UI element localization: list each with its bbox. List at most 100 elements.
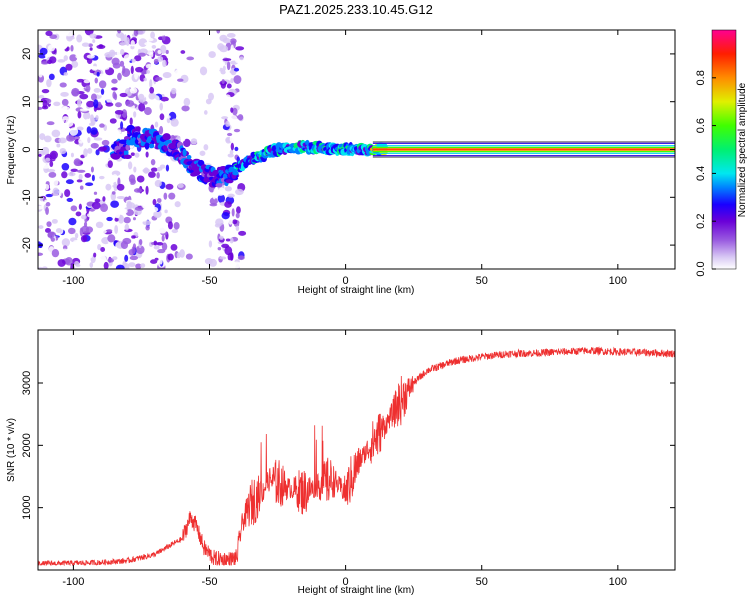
snr-y-tick-label: 3000 bbox=[21, 371, 33, 395]
snr-x-tick-label: -50 bbox=[202, 576, 218, 588]
spectrogram-noise-cell bbox=[112, 174, 118, 180]
spectrogram-noise-cell bbox=[100, 88, 105, 95]
spectrogram-noise-cell bbox=[189, 64, 199, 71]
spectrogram-noise-cell bbox=[55, 228, 63, 234]
spectrogram-noise-cell bbox=[234, 199, 243, 204]
spectrogram-noise-cell bbox=[145, 151, 149, 158]
spectrogram-noise-cell bbox=[69, 54, 78, 62]
snr-y-label: SNR (10 * v/v) bbox=[6, 418, 17, 482]
spectrogram-noise-cell bbox=[177, 183, 184, 189]
spectrogram-noise-cell bbox=[208, 156, 215, 164]
spectrogram-noise-cell bbox=[227, 132, 233, 137]
spectrogram-y-tick-label: 20 bbox=[21, 48, 33, 60]
spectrogram-noise-cell bbox=[224, 94, 231, 100]
spectrogram-noise-cell bbox=[38, 205, 44, 210]
spectrogram-noise-cell bbox=[158, 170, 165, 180]
spectrogram-noise-cell bbox=[84, 251, 93, 259]
spectrogram-noise-cell bbox=[48, 73, 55, 81]
spectrogram-noise-cell bbox=[239, 242, 244, 248]
spectrogram-x-tick-label: 50 bbox=[476, 275, 488, 287]
spectrogram-noise-cell bbox=[51, 115, 58, 121]
spectrogram-noise-cell bbox=[161, 242, 168, 251]
spectrogram-noise-cell bbox=[132, 217, 136, 221]
colorbar-tick-label: 0.2 bbox=[695, 214, 707, 229]
spectrogram-noise-cell bbox=[96, 71, 100, 77]
spectrogram-noise-cell bbox=[155, 76, 163, 81]
spectrogram-noise-cell bbox=[86, 126, 92, 134]
spectrogram-noise-cell bbox=[219, 256, 227, 260]
spectrogram-noise-cell bbox=[150, 159, 156, 166]
spectrogram-noise-cell bbox=[89, 262, 94, 268]
spectrogram-noise-cell bbox=[99, 63, 104, 70]
spectrogram-noise-cell bbox=[170, 244, 178, 251]
spectrogram-noise-cell bbox=[228, 216, 233, 225]
spectrogram-noise-cell bbox=[150, 206, 159, 213]
spectrogram-noise-cell bbox=[221, 243, 230, 249]
spectrogram-noise-cell bbox=[230, 50, 239, 57]
spectrogram-noise-cell bbox=[159, 102, 164, 111]
spectrogram-noise-cell bbox=[93, 252, 97, 258]
spectrogram-noise-cell bbox=[70, 168, 78, 172]
spectrogram-noise-cell bbox=[134, 62, 140, 68]
spectrogram-noise-cell bbox=[105, 94, 113, 104]
spectrogram-noise-cell bbox=[153, 210, 162, 218]
spectrogram-noise-cell bbox=[181, 105, 190, 112]
spectrogram-noise-cell bbox=[221, 211, 230, 220]
spectrogram-noise-cell bbox=[50, 237, 55, 242]
spectrogram-noise-cell bbox=[163, 192, 168, 200]
spectrogram-noise-cell bbox=[47, 44, 56, 52]
spectrogram-noise-cell bbox=[131, 246, 136, 255]
spectrogram-noise-cell bbox=[222, 58, 232, 62]
spectrogram-noise-cell bbox=[62, 116, 69, 121]
spectrogram-noise-cell bbox=[65, 179, 74, 185]
spectrogram-noise-cell bbox=[85, 182, 94, 187]
spectrogram-noise-cell bbox=[105, 102, 114, 107]
spectrogram-ridge-cell bbox=[111, 154, 121, 160]
spectrogram-noise-cell bbox=[197, 200, 203, 209]
spectrogram-noise-cell bbox=[101, 139, 110, 146]
spectrogram-noise-cell bbox=[99, 123, 105, 128]
spectrogram-noise-cell bbox=[117, 72, 122, 81]
spectrogram-noise-cell bbox=[128, 174, 136, 184]
spectrogram-noise-cell bbox=[116, 48, 121, 57]
spectrogram-noise-cell bbox=[77, 111, 82, 119]
spectrogram-noise-cell bbox=[91, 174, 95, 182]
spectrogram-noise-cell bbox=[81, 225, 90, 234]
spectrogram-noise-cell bbox=[96, 44, 106, 49]
spectrogram-noise-cell bbox=[220, 70, 226, 75]
spectrogram-noise-cell bbox=[222, 130, 226, 136]
spectrogram-noise-cell bbox=[39, 47, 48, 56]
spectrogram-noise-cell bbox=[141, 218, 147, 222]
spectrogram-noise-cell bbox=[86, 212, 95, 218]
spectrogram-noise-cell bbox=[145, 225, 150, 231]
spectrogram-noise-cell bbox=[83, 111, 91, 120]
spectrogram-noise-cell bbox=[38, 118, 42, 123]
spectrogram-noise-cell bbox=[130, 152, 135, 157]
spectrogram-noise-cell bbox=[164, 209, 168, 214]
spectrogram-noise-cell bbox=[161, 234, 165, 242]
spectrogram-noise-cell bbox=[133, 166, 137, 173]
spectrogram-noise-cell bbox=[61, 98, 69, 106]
spectrogram-noise-cell bbox=[83, 148, 88, 158]
spectrogram-noise-cell bbox=[148, 92, 156, 100]
spectrogram-noise-cell bbox=[95, 212, 100, 221]
spectrogram-noise-cell bbox=[116, 196, 126, 200]
spectrogram-noise-cell bbox=[122, 65, 126, 74]
spectrogram-carrier-band bbox=[372, 141, 675, 158]
spectrogram-noise-cell bbox=[208, 240, 213, 248]
spectrogram-noise-cell bbox=[138, 52, 146, 57]
spectrogram-noise-cell bbox=[203, 110, 208, 115]
spectrogram-noise-cell bbox=[46, 78, 52, 88]
spectrogram-noise-cell bbox=[203, 144, 209, 151]
spectrogram-noise-cell bbox=[124, 254, 129, 262]
spectrogram-noise-cell bbox=[135, 245, 145, 255]
spectrogram-noise-cell bbox=[49, 150, 58, 160]
spectrogram-noise-cell bbox=[65, 211, 70, 219]
spectrogram-noise-cell bbox=[222, 223, 229, 229]
spectrogram-noise-cell bbox=[224, 186, 232, 192]
spectrogram-noise-cell bbox=[208, 51, 216, 58]
spectrogram-noise-cell bbox=[129, 117, 133, 126]
spectrogram-noise-cell bbox=[143, 167, 149, 174]
spectrogram-noise-cell bbox=[45, 206, 49, 215]
spectrogram-noise-cell bbox=[233, 67, 240, 72]
